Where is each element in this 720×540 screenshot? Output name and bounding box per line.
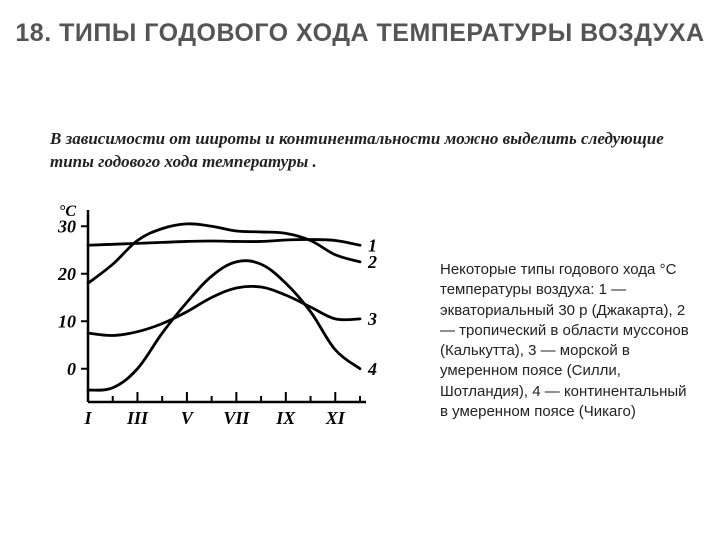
slide-title: 18. ТИПЫ ГОДОВОГО ХОДА ТЕМПЕРАТУРЫ ВОЗДУ… — [0, 18, 720, 49]
intro-text: В зависимости от широты и континентально… — [50, 128, 670, 174]
slide: { "title": "18. ТИПЫ ГОДОВОГО ХОДА ТЕМПЕ… — [0, 0, 720, 540]
chart-caption: Некоторые типы годового хода °С температ… — [440, 260, 690, 422]
svg-text:XI: XI — [325, 408, 346, 428]
series-label-3: 3 — [367, 309, 377, 329]
svg-text:20: 20 — [57, 264, 76, 284]
svg-text:IX: IX — [275, 408, 296, 428]
svg-text:I: I — [83, 408, 92, 428]
svg-text:V: V — [181, 408, 195, 428]
svg-text:10: 10 — [58, 311, 76, 331]
series-label-2: 2 — [367, 252, 377, 272]
svg-text:III: III — [126, 408, 149, 428]
series-label-4: 4 — [367, 359, 377, 379]
chart-container: 0102030°CIIIIVVIIIXXI1234 — [30, 200, 410, 440]
svg-text:VII: VII — [223, 408, 250, 428]
svg-text:°C: °C — [59, 203, 76, 220]
svg-text:0: 0 — [67, 359, 76, 379]
line-chart: 0102030°CIIIIVVIIIXXI1234 — [30, 200, 410, 440]
